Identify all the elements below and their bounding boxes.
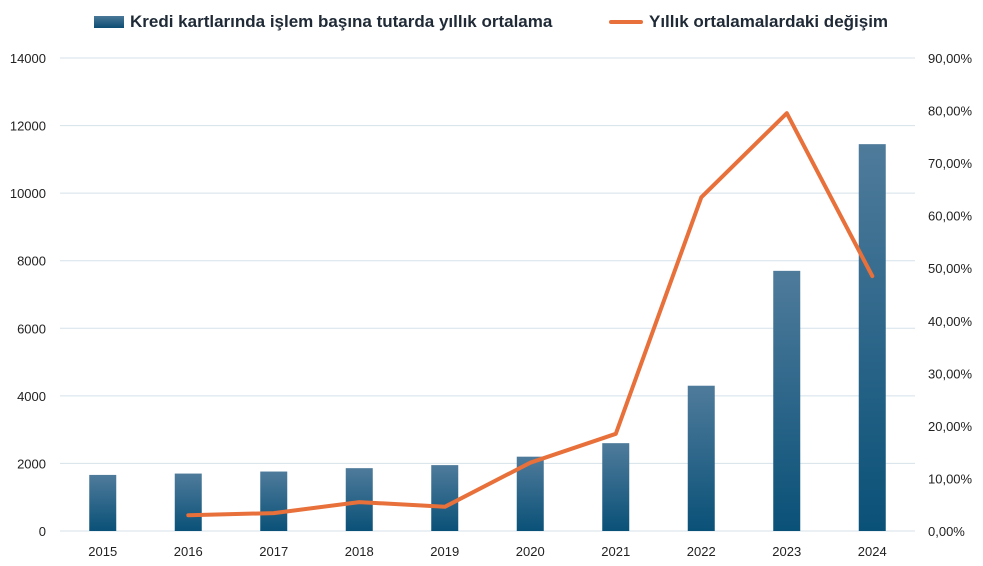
right-tick-label: 60,00% [928,209,973,224]
bar [687,385,715,531]
bar-series [89,144,886,531]
left-axis-ticks: 0 2000 4000 6000 8000 10000 12000 14000 [10,51,46,539]
change-line [186,111,875,518]
left-tick-label: 2000 [17,456,46,471]
bar [431,465,459,531]
x-tick-label: 2021 [601,544,630,559]
x-tick-label: 2016 [174,544,203,559]
legend-line-swatch [609,20,643,24]
left-tick-label: 14000 [10,51,46,66]
right-tick-label: 50,00% [928,261,973,276]
left-tick-label: 8000 [17,254,46,269]
right-tick-label: 10,00% [928,471,973,486]
legend-item-line-series: Yıllık ortalamalardaki değişim [609,12,888,32]
right-tick-label: 0,00% [928,524,965,539]
left-tick-label: 4000 [17,389,46,404]
legend-bar-label: Kredi kartlarında işlem başına tutarda y… [130,12,553,31]
chart-legend: Kredi kartlarında işlem başına tutarda y… [0,12,983,34]
right-tick-label: 40,00% [928,314,973,329]
line-series [186,111,875,518]
bar [602,443,630,531]
x-tick-label: 2019 [430,544,459,559]
x-tick-label: 2020 [516,544,545,559]
left-tick-label: 0 [39,524,46,539]
left-tick-label: 10000 [10,186,46,201]
x-tick-label: 2024 [858,544,887,559]
legend-bar-swatch [94,16,124,28]
right-tick-label: 70,00% [928,156,973,171]
gridlines [60,57,915,532]
x-tick-label: 2022 [687,544,716,559]
right-axis-ticks: 0,00% 10,00% 20,00% 30,00% 40,00% 50,00% 60,00… [928,51,973,539]
bar [345,468,373,531]
bar [858,144,886,531]
left-tick-label: 12000 [10,119,46,134]
right-tick-label: 30,00% [928,366,973,381]
bar [89,474,117,531]
legend-item-bar-series: Kredi kartlarında işlem başına tutarda y… [94,12,552,32]
x-tick-label: 2015 [88,544,117,559]
x-axis-ticks: 2015 2016 2017 2018 2019 2020 2021 2022 2023 2024 [88,544,886,559]
bar [773,270,801,531]
x-tick-label: 2023 [772,544,801,559]
left-tick-label: 6000 [17,321,46,336]
legend-line-label: Yıllık ortalamalardaki değişim [649,12,889,31]
bar [260,471,288,531]
bar [174,473,202,531]
right-tick-label: 80,00% [928,104,973,119]
right-tick-label: 20,00% [928,419,973,434]
right-tick-label: 90,00% [928,51,973,66]
x-tick-label: 2018 [345,544,374,559]
x-tick-label: 2017 [259,544,288,559]
